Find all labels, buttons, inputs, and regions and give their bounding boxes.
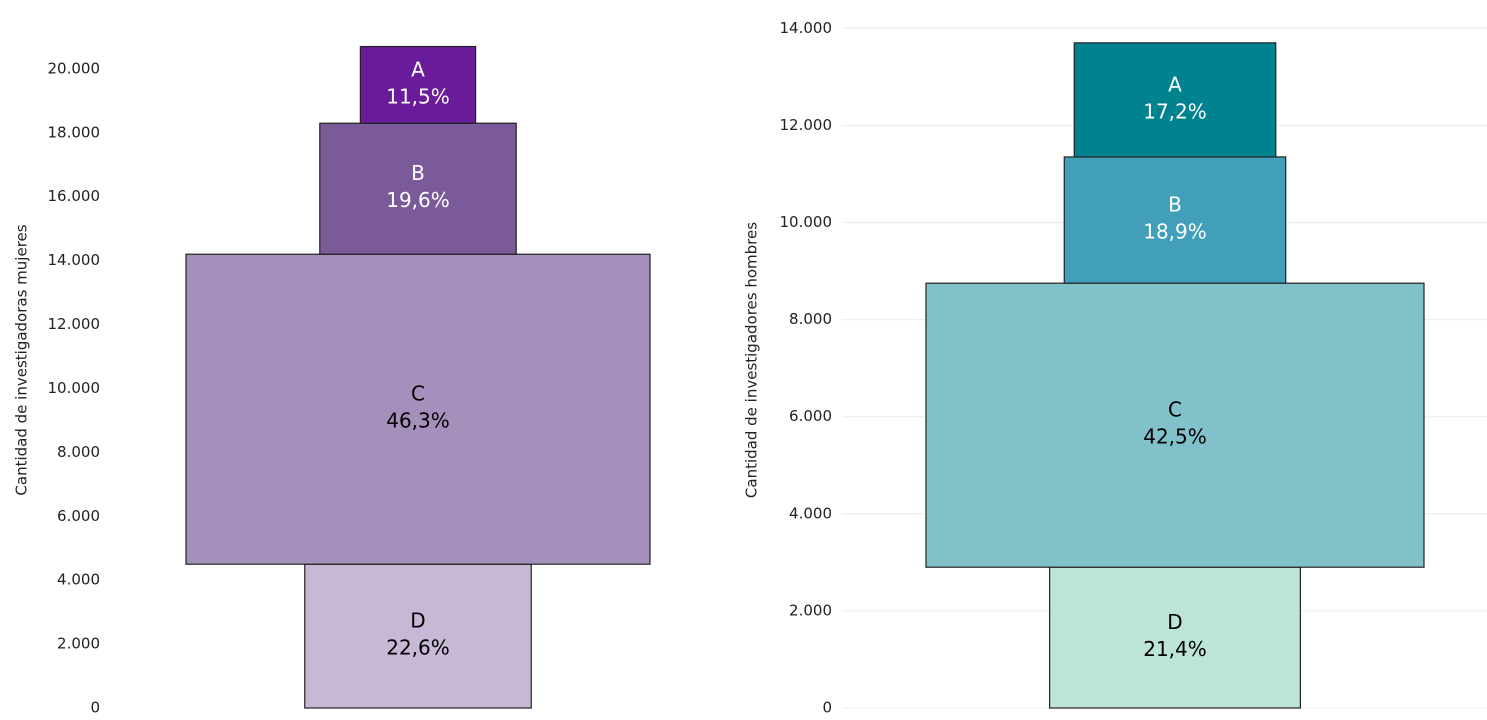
segment-category: D bbox=[410, 609, 425, 633]
segment-label: 17,2% bbox=[1143, 99, 1207, 123]
y-tick-label: 2.000 bbox=[57, 635, 100, 653]
segment-label: 46,3% bbox=[386, 409, 450, 433]
y-tick-label: 6.000 bbox=[789, 407, 832, 425]
segment bbox=[1049, 566, 1301, 709]
y-tick-label: 0 bbox=[90, 699, 100, 717]
y-tick-label: 8.000 bbox=[57, 443, 100, 461]
y-tick-label: 12.000 bbox=[780, 116, 833, 134]
segment bbox=[1073, 42, 1277, 158]
segment bbox=[185, 253, 651, 565]
segment-category: A bbox=[411, 57, 425, 81]
y-axis-title: Cantidad de investigadoras mujeres bbox=[13, 224, 31, 495]
y-tick-label: 18.000 bbox=[48, 123, 101, 141]
segment-category: C bbox=[1168, 398, 1182, 422]
y-tick-label: 14.000 bbox=[48, 251, 101, 269]
segment bbox=[359, 45, 477, 124]
segment-category: A bbox=[1168, 72, 1182, 96]
y-tick-label: 8.000 bbox=[789, 310, 832, 328]
y-tick-label: 4.000 bbox=[789, 504, 832, 522]
segment-label: 19,6% bbox=[386, 188, 450, 212]
y-tick-label: 10.000 bbox=[780, 213, 833, 231]
segment-category: C bbox=[411, 382, 425, 406]
segment-label: 22,6% bbox=[386, 636, 450, 660]
y-tick-label: 20.000 bbox=[48, 59, 101, 77]
segment-category: B bbox=[411, 161, 425, 185]
y-tick-label: 2.000 bbox=[789, 601, 832, 619]
segment-label: 11,5% bbox=[386, 84, 450, 108]
segment-label: 18,9% bbox=[1143, 220, 1207, 244]
y-tick-label: 14.000 bbox=[780, 19, 833, 37]
y-tick-label: 6.000 bbox=[57, 507, 100, 525]
y-tick-label: 12.000 bbox=[48, 315, 101, 333]
y-axis-title: Cantidad de investigadores hombres bbox=[743, 222, 761, 498]
segment-label: 42,5% bbox=[1143, 425, 1207, 449]
segment-category: B bbox=[1168, 193, 1182, 217]
segment bbox=[925, 282, 1425, 568]
segment-category: D bbox=[1167, 610, 1182, 634]
segment-label: 21,4% bbox=[1143, 637, 1207, 661]
segment bbox=[304, 563, 532, 709]
y-tick-label: 4.000 bbox=[57, 571, 100, 589]
y-tick-label: 16.000 bbox=[48, 187, 101, 205]
y-tick-label: 0 bbox=[822, 699, 832, 717]
y-tick-label: 10.000 bbox=[48, 379, 101, 397]
